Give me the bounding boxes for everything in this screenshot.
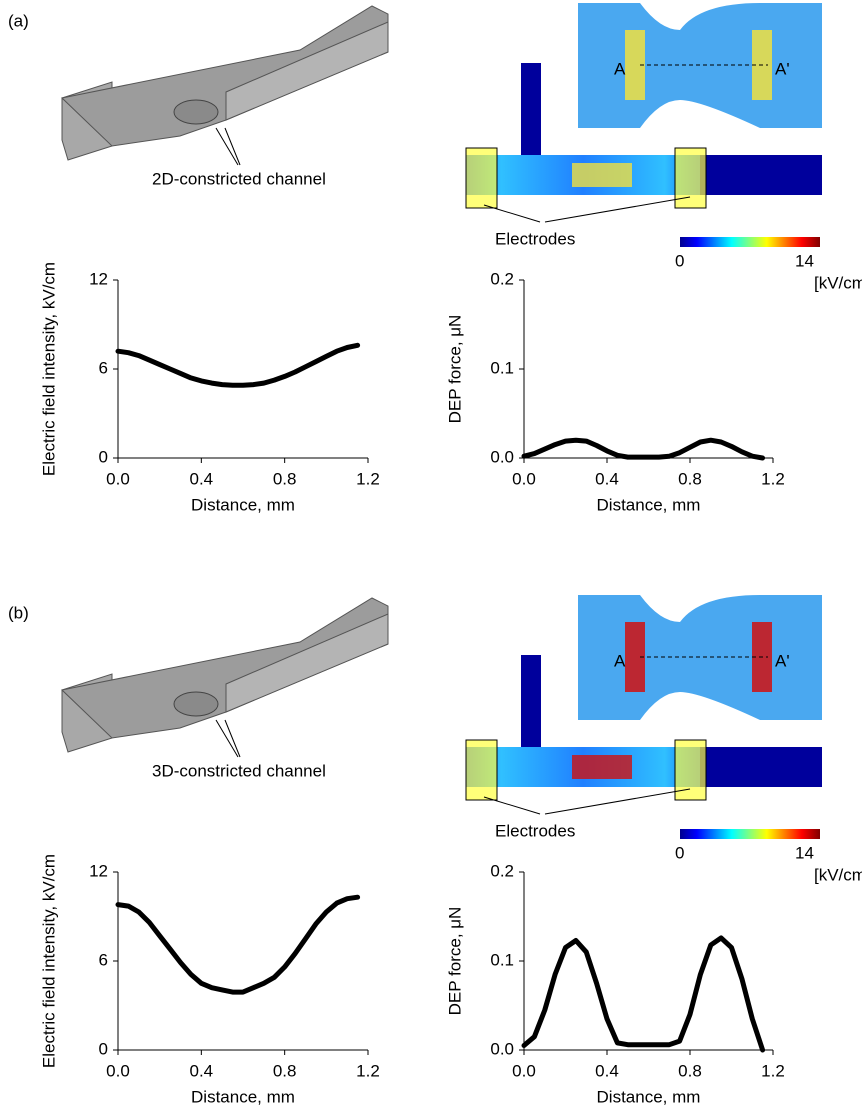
x-tick-label: 1.2 (761, 469, 785, 488)
y-tick-label: 0.0 (490, 447, 514, 466)
y-tick-label: 0.1 (490, 950, 514, 969)
y-axis-label: Electric field intensity, kV/cm (39, 854, 58, 1068)
data-line (524, 938, 763, 1050)
colorbar (680, 237, 820, 247)
colorbar-min: 0 (675, 251, 684, 270)
colorbar-min: 0 (675, 843, 684, 862)
leader (545, 789, 690, 814)
x-tick-label: 0.0 (512, 1061, 536, 1080)
section-start: A (614, 59, 626, 78)
x-tick-label: 0.4 (595, 1061, 619, 1080)
inlet (521, 655, 541, 747)
x-tick-label: 0.8 (273, 1061, 297, 1080)
x-tick-label: 0.4 (595, 469, 619, 488)
colorbar-max: 14 (795, 251, 814, 270)
constriction (572, 163, 632, 187)
mesh-caption: 3D-constricted channel (152, 761, 326, 780)
y-tick-label: 6 (99, 358, 108, 377)
y-tick-label: 6 (99, 950, 108, 969)
x-tick-label: 0.8 (678, 1061, 702, 1080)
x-axis-label: Distance, mm (597, 495, 701, 514)
y-tick-label: 12 (89, 861, 108, 880)
electrodes-label: Electrodes (495, 821, 575, 840)
y-tick-label: 12 (89, 269, 108, 288)
leader (545, 197, 690, 222)
figure: (a) 2D-constricted channel A A' Electrodes 0 1… (0, 0, 862, 1111)
outlet (700, 155, 822, 195)
colorbar (680, 829, 820, 839)
colorbar-unit: [kV/cm] (814, 273, 862, 292)
y-tick-label: 0.2 (490, 269, 514, 288)
mesh-bar (62, 6, 388, 146)
leader (484, 797, 540, 814)
mesh-constriction (174, 692, 218, 716)
mesh-bar (62, 598, 388, 738)
x-tick-label: 1.2 (356, 469, 380, 488)
x-tick-label: 1.2 (356, 1061, 380, 1080)
x-axis-label: Distance, mm (191, 495, 295, 514)
panel-illustration: (a) 2D-constricted channel A A' Electrodes 0 1… (8, 3, 862, 292)
y-axis-label: DEP force, μN (445, 315, 464, 424)
x-tick-label: 1.2 (761, 1061, 785, 1080)
panel-illustration: (b) 3D-constricted channel A A' Electrodes 0 1… (8, 595, 862, 884)
section-start: A (614, 651, 626, 670)
mesh-caption: 2D-constricted channel (152, 169, 326, 188)
x-tick-label: 0.8 (273, 469, 297, 488)
x-tick-label: 0.0 (512, 469, 536, 488)
outlet (700, 747, 822, 787)
x-tick-label: 0.0 (106, 469, 130, 488)
y-axis-label: Electric field intensity, kV/cm (39, 262, 58, 476)
data-line (118, 345, 358, 385)
electrode (466, 148, 497, 208)
y-tick-label: 0.1 (490, 358, 514, 377)
colorbar-unit: [kV/cm] (814, 865, 862, 884)
mesh-constriction (174, 100, 218, 124)
constriction (572, 755, 632, 779)
colorbar-max: 14 (795, 843, 814, 862)
inlet (521, 63, 541, 155)
electrode (466, 740, 497, 800)
x-axis-label: Distance, mm (597, 1087, 701, 1106)
panel-label: (b) (8, 603, 29, 622)
x-tick-label: 0.4 (190, 469, 214, 488)
y-tick-label: 0 (99, 447, 108, 466)
electrodes-label: Electrodes (495, 229, 575, 248)
leader (484, 205, 540, 222)
y-tick-label: 0 (99, 1039, 108, 1058)
x-tick-label: 0.0 (106, 1061, 130, 1080)
section-end: A' (775, 651, 790, 670)
y-axis-label: DEP force, μN (445, 907, 464, 1016)
x-axis-label: Distance, mm (191, 1087, 295, 1106)
y-tick-label: 0.2 (490, 861, 514, 880)
data-line (118, 897, 358, 992)
data-line (524, 440, 763, 458)
section-end: A' (775, 59, 790, 78)
y-tick-label: 0.0 (490, 1039, 514, 1058)
x-tick-label: 0.4 (190, 1061, 214, 1080)
panel-label: (a) (8, 11, 29, 30)
x-tick-label: 0.8 (678, 469, 702, 488)
